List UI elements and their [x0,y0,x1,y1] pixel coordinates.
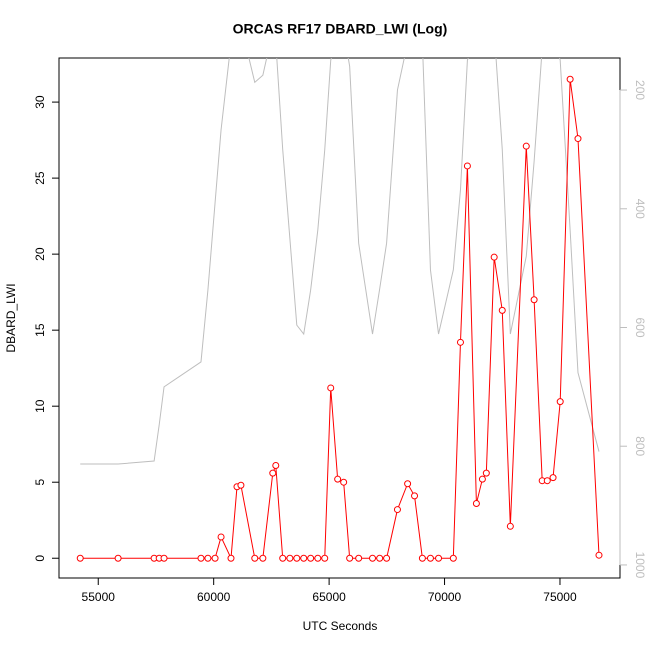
y-tick-label: 5 [33,479,47,486]
y2-tick-label: 800 [633,436,647,456]
data-point [286,554,294,562]
data-point [566,75,574,83]
data-point [369,554,377,562]
data-point [279,554,287,562]
data-point [197,554,205,562]
y-tick-label: 0 [33,555,47,562]
data-point [114,554,122,562]
plot-area [76,58,603,562]
data-point [478,475,486,483]
data-point [307,554,315,562]
x-tick-label: 70000 [428,590,462,604]
data-point [506,522,514,530]
data-point [211,554,219,562]
y-tick-label: 10 [33,399,47,413]
data-point [549,474,557,482]
data-point [227,554,235,562]
x-tick-label: 75000 [543,590,577,604]
x-tick-label: 60000 [197,590,231,604]
y-tick-label: 25 [33,171,47,185]
data-point [595,551,603,559]
data-point [376,554,384,562]
data-point [411,492,419,500]
y2-tick-label: 400 [633,199,647,219]
data-point [334,475,342,483]
data-point [530,296,538,304]
data-point [456,338,464,346]
y2-tick-label: 1000 [633,552,647,579]
data-point [482,469,490,477]
series-line [80,79,600,561]
chart-title: ORCAS RF17 DBARD_LWI (Log) [233,21,448,37]
data-point [327,384,335,392]
data-point [293,554,301,562]
data-point [272,461,280,469]
data-point [383,554,391,562]
y-axis-label: DBARD_LWI [4,283,18,352]
data-point [543,477,551,485]
data-point [404,480,412,488]
data-point [418,554,426,562]
data-point [393,506,401,514]
data-point [259,554,267,562]
data-point [300,554,308,562]
data-point [355,554,363,562]
data-point [472,499,480,507]
series-line [80,58,600,465]
data-point [76,554,84,562]
data-point [435,554,443,562]
data-point [490,253,498,261]
data-point [463,162,471,170]
data-point [269,469,277,477]
y-tick-label: 20 [33,247,47,261]
x-axis-label: UTC Seconds [303,619,378,633]
data-point [346,554,354,562]
data-point [204,554,212,562]
data-point [556,398,564,406]
data-point [449,554,457,562]
y2-tick-label: 200 [633,80,647,100]
x-tick-label: 55000 [82,590,116,604]
data-point [321,554,329,562]
data-point [160,554,168,562]
data-point [574,135,582,143]
data-point [498,306,506,314]
data-point [522,142,530,150]
data-point [217,533,225,541]
y2-tick-label: 600 [633,317,647,337]
data-point [314,554,322,562]
y-tick-label: 15 [33,323,47,337]
data-point [237,481,245,489]
y-tick-label: 30 [33,95,47,109]
data-point [251,554,259,562]
data-point [340,478,348,486]
x-tick-label: 65000 [312,590,346,604]
data-point [426,554,434,562]
